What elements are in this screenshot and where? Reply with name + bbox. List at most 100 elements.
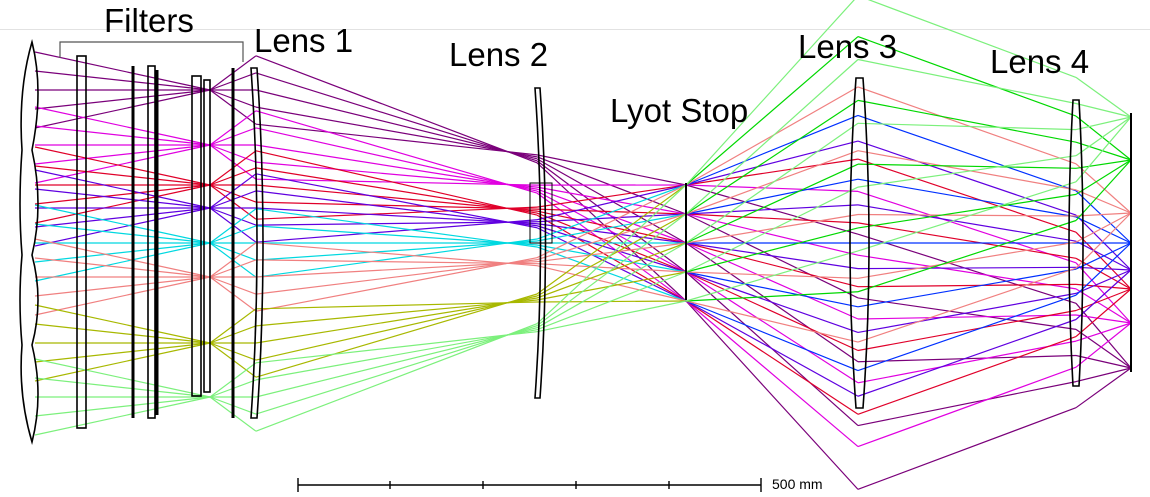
label-lens-3: Lens 3 (798, 28, 897, 66)
ray-segment (858, 408, 1076, 490)
ray-segment (256, 185, 537, 211)
ray-segment (858, 337, 1076, 415)
label-lens-4: Lens 4 (990, 43, 1089, 81)
ray-segment (686, 301, 858, 414)
ray-bundle-group (35, 0, 1131, 489)
ray-segment (35, 52, 210, 90)
ray-segment (35, 277, 210, 296)
ray-segment (256, 90, 537, 159)
ray-segment (35, 90, 210, 128)
ray-segment (256, 226, 537, 245)
ray-segment (537, 185, 686, 324)
ray-segment (686, 187, 858, 272)
ray-segment (256, 294, 537, 377)
ray-segment (35, 243, 210, 262)
ray-segment (35, 145, 210, 183)
ray-segment (686, 151, 858, 214)
ray-segment (35, 243, 210, 281)
label-lens-1: Lens 1 (254, 22, 353, 60)
ray-segment (35, 189, 210, 208)
scale-bar (298, 478, 761, 492)
ray-segment (35, 277, 210, 315)
ray-segment (537, 155, 686, 185)
ray-segment (858, 267, 1076, 268)
ray-segment (1076, 323, 1131, 341)
ray-segment (858, 341, 1076, 383)
ray-segment (1076, 160, 1131, 194)
scale-bar-label: 500 mm (772, 476, 823, 492)
ray-segment (1076, 160, 1131, 168)
ray-segment (256, 209, 537, 247)
ray-segment (686, 164, 858, 243)
ray-segment (1076, 104, 1131, 118)
ray-segment (256, 300, 537, 326)
ray-segment (686, 272, 858, 383)
ray-segment (35, 305, 210, 343)
ray-segment (256, 328, 537, 397)
ray-segment (858, 164, 1076, 168)
filter-plate-3 (192, 76, 201, 396)
entrance-lens-array (20, 42, 38, 442)
ray-segment (256, 262, 537, 277)
ray-segment (1076, 263, 1131, 323)
ray-segment (35, 258, 210, 277)
filters-bracket (60, 42, 243, 62)
ray-segment (35, 145, 210, 164)
ray-segment (537, 185, 686, 220)
ray-segment (35, 343, 210, 381)
ray-segment (35, 147, 210, 185)
ray-segment (858, 269, 1076, 307)
ray-segment (35, 126, 210, 145)
filter-plate-2 (148, 66, 155, 418)
label-lyot-stop: Lyot Stop (610, 92, 748, 130)
ray-segment (256, 208, 537, 224)
ray-segment (256, 330, 537, 380)
ray-segment (1076, 160, 1131, 221)
ray-segment (858, 293, 1076, 332)
ray-segment (686, 301, 858, 489)
ray-segment (1076, 368, 1131, 408)
ray-segment (686, 301, 858, 396)
ray-segment (1076, 315, 1131, 323)
ray-segment (858, 156, 1076, 187)
ray-segment (858, 221, 1076, 292)
ray-segment (256, 326, 537, 414)
ray-segment (1076, 142, 1131, 160)
ray-segment (1076, 190, 1131, 213)
ray-segment (256, 241, 537, 260)
ray-segment (858, 295, 1076, 370)
filter-plate-4 (204, 80, 210, 392)
ray-segment (35, 343, 210, 362)
ray-segment (256, 124, 537, 155)
ray-segment (858, 367, 1076, 446)
ray-segment (256, 73, 537, 161)
ray-segment (256, 324, 537, 431)
ray-segment (35, 397, 210, 435)
ray-segment (1076, 368, 1131, 382)
ray-segment (858, 284, 1076, 286)
label-lens-2: Lens 2 (449, 36, 548, 74)
ray-segment (858, 100, 1076, 142)
optics-group (20, 42, 1131, 492)
label-filters: Filters (104, 2, 194, 40)
ray-segment (35, 378, 210, 397)
ray-segment (686, 205, 858, 214)
ray-segment (35, 107, 210, 145)
ray-segment (35, 359, 210, 397)
ray-segment (256, 239, 537, 277)
ray-segment (35, 239, 210, 277)
ray-segment (35, 71, 210, 90)
ray-segment (35, 324, 210, 343)
ray-segment (858, 382, 1076, 426)
ray-segment (858, 356, 1076, 362)
ray-segment (35, 185, 210, 204)
ray-segment (1076, 77, 1131, 117)
ray-segment (858, 298, 1076, 329)
ray-segment (858, 191, 1076, 262)
ray-segment (35, 90, 210, 109)
ray-segment (537, 301, 686, 332)
ray-segment (256, 260, 537, 294)
ray-segment (686, 123, 858, 243)
ray-segment (256, 107, 537, 157)
